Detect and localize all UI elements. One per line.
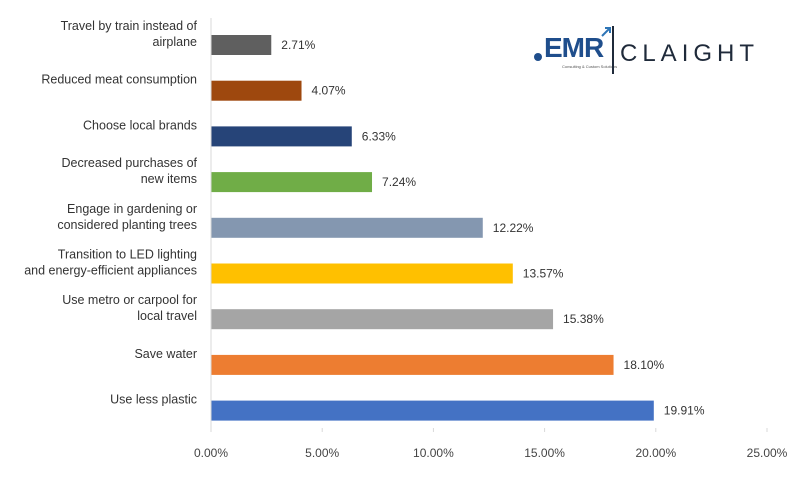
value-labels: 2.71% 4.07% 6.33% 7.24% 12.22% 13.57% 15.38% 18… — [281, 38, 705, 418]
category-label: and energy-efficient appliances — [24, 264, 197, 278]
category-label: local travel — [137, 309, 197, 323]
category-label: considered planting trees — [57, 218, 197, 232]
x-tick-label: 15.00% — [524, 446, 565, 460]
value-label: 18.10% — [624, 358, 665, 372]
value-label: 19.91% — [664, 404, 705, 418]
bars-group — [211, 35, 654, 421]
bar — [211, 217, 483, 238]
category-label: airplane — [153, 35, 198, 49]
category-label: Use metro or carpool for — [62, 293, 197, 307]
category-labels: Travel by train instead of airplane Reduce… — [24, 19, 197, 407]
bar — [211, 172, 373, 193]
category-label: Reduced meat consumption — [41, 73, 197, 87]
value-label: 7.24% — [382, 175, 416, 189]
bar — [211, 400, 654, 421]
value-label: 12.22% — [493, 221, 534, 235]
category-label: Save water — [134, 347, 197, 361]
value-label: 4.07% — [312, 84, 346, 98]
logo-claight-text: CLAIGHT — [620, 40, 760, 67]
bar — [211, 126, 352, 147]
logo-dot-icon — [534, 53, 542, 61]
x-tick-label: 10.00% — [413, 446, 454, 460]
x-axis: 0.00% 5.00% 10.00% 15.00% 20.00% 25.00% — [194, 18, 788, 460]
value-label: 13.57% — [523, 267, 564, 281]
logo-arrow-icon — [601, 27, 611, 37]
category-label: Choose local brands — [83, 118, 197, 132]
brand-logo: EMR Consulting & Custom Solutions CLAIGH… — [532, 26, 772, 78]
logo-emr-text: EMR — [544, 32, 604, 63]
category-label: new items — [141, 172, 197, 186]
x-tick-label: 20.00% — [635, 446, 676, 460]
bar — [211, 309, 554, 330]
category-label: Use less plastic — [110, 393, 197, 407]
bar — [211, 80, 302, 101]
category-label: Engage in gardening or — [67, 202, 197, 216]
bar — [211, 263, 513, 284]
bar — [211, 354, 614, 375]
x-tick-label: 0.00% — [194, 446, 228, 460]
x-tick-label: 5.00% — [305, 446, 339, 460]
value-label: 15.38% — [563, 312, 604, 326]
bar — [211, 35, 272, 55]
category-label: Travel by train instead of — [61, 19, 198, 33]
category-label: Transition to LED lighting — [58, 248, 197, 262]
value-label: 2.71% — [281, 38, 315, 52]
x-tick-label: 25.00% — [747, 446, 788, 460]
category-label: Decreased purchases of — [62, 156, 198, 170]
logo-divider — [612, 26, 614, 74]
logo-emr-subtext: Consulting & Custom Solutions — [562, 64, 618, 69]
value-label: 6.33% — [362, 129, 396, 143]
